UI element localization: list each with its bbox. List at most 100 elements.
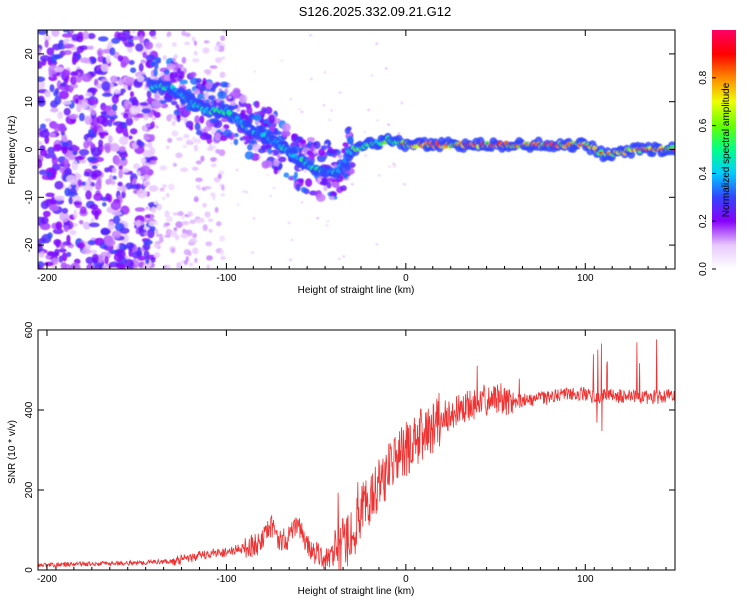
heatmap-cell-1144 [204,81,213,89]
heatmap-cell-954 [220,117,229,123]
heatmap-cell-581 [100,63,110,72]
colorbar-gradient [712,30,736,269]
heatmap-cell-146 [54,195,65,201]
heatmap-cell-464 [73,209,78,219]
heatmap-cell-865 [165,192,170,198]
heatmap-cell-1283 [319,180,327,186]
y-tick-label: 0 [24,146,35,152]
heatmap-cells [38,30,675,269]
heatmap-y-axis-label: Frequency (Hz) [7,116,18,185]
heatmap-cell-573 [110,75,118,83]
heatmap-cell-867 [174,234,180,241]
heatmap-cell-636 [114,222,125,232]
colorbar-tick-label: 0.0 [698,262,709,276]
heatmap-cell-458 [85,190,92,200]
heatmap-cell-875 [146,90,152,98]
y-tick-label: 20 [24,48,35,60]
heatmap-cell-1842 [384,67,388,70]
heatmap-cell-209 [90,109,97,116]
heatmap-cell-325 [112,175,117,180]
heatmap-cell-654 [173,227,178,232]
heatmap-cell-443 [54,95,62,105]
heatmap-cell-1234 [283,172,290,178]
heatmap-cell-1 [47,146,56,155]
heatmap-cell-1255 [220,127,226,132]
heatmap-cell-1192 [299,139,306,144]
heatmap-cell-746 [143,226,150,230]
heatmap-cell-1250 [202,77,207,86]
heatmap-cell-538 [115,156,121,167]
heatmap-cell-1279 [199,115,205,124]
heatmap-cell-296 [82,30,89,40]
heatmap-cell-992 [170,100,178,106]
heatmap-cell-269 [74,146,80,152]
heatmap-cell-1278 [281,123,291,132]
heatmap-cell-404 [120,88,126,94]
heatmap-cell-755 [183,41,191,46]
heatmap-cell-560 [87,98,98,105]
heatmap-cell-1172 [209,117,219,124]
heatmap-cell-65 [38,169,48,176]
heatmap-cell-454 [105,54,111,64]
heatmap-cell-911 [219,81,229,88]
heatmap-cell-1264 [313,140,321,150]
heatmap-cell-1139 [273,158,280,168]
heatmap-cell-638 [47,232,53,239]
heatmap-cell-238 [63,30,68,33]
heatmap-cell-1196 [315,193,326,202]
heatmap-cell-513 [129,105,140,115]
x-tick-label: -200 [37,574,57,585]
heatmap-cell-799 [195,177,203,183]
heatmap-cell-602 [136,219,141,228]
heatmap-cell-340 [90,249,98,255]
heatmap-cell-673 [218,149,226,157]
heatmap-cell-651 [144,217,148,223]
heatmap-cell-260 [52,228,64,235]
heatmap-cell-1218 [193,88,200,95]
heatmap-cell-838 [180,232,189,239]
heatmap-cell-586 [124,76,135,84]
heatmap-cell-544 [110,200,122,211]
heatmap-cell-330 [46,47,55,56]
heatmap-cell-715 [220,255,226,261]
heatmap-cell-616 [93,125,98,135]
heatmap-cell-588 [76,102,82,113]
heatmap-cell-542 [90,146,102,157]
heatmap-cell-1841 [387,123,391,126]
heatmap-cell-861 [202,224,208,232]
heatmap-cell-423 [79,219,84,225]
heatmap-cell-705 [186,141,195,146]
heatmap-cell-782 [203,69,212,74]
heatmap-cell-860 [153,243,160,249]
heatmap-cell-611 [54,66,65,73]
heatmap-cell-1892 [402,183,406,186]
heatmap-cell-1275 [239,94,248,104]
x-tick-label: -100 [216,273,236,284]
heatmap-cell-609 [73,201,81,206]
heatmap-cell-965 [203,91,210,100]
heatmap-cell-460 [71,56,77,65]
heatmap-cell-552 [59,212,70,222]
heatmap-cell-438 [109,47,116,56]
heatmap-cell-1162 [232,87,241,95]
heatmap-cell-1238 [153,56,162,62]
heatmap-cell-527 [61,145,68,155]
heatmap-cell-1173 [329,196,335,201]
heatmap-cell-1893 [247,127,251,130]
heatmap-cell-1840 [298,108,301,111]
heatmap-cell-779 [163,222,171,227]
colorbar-ticks: 0.0 0.2 0.4 0.6 0.8 [698,70,716,276]
heatmap-cell-610 [123,112,129,119]
heatmap-cell-433 [150,121,155,129]
heatmap-cell-658 [183,133,190,139]
heatmap-cell-1247 [252,114,262,121]
heatmap-cell-422 [116,185,128,192]
heatmap-cell-659 [220,193,226,197]
heatmap-cell-1244 [273,165,278,175]
heatmap-cell-826 [211,145,217,149]
heatmap-cell-1885 [324,143,328,146]
heatmap-cell-539 [38,264,42,269]
heatmap-cell-650 [202,202,207,208]
heatmap-cell-768 [221,184,225,191]
heatmap-cell-1891 [300,110,304,114]
